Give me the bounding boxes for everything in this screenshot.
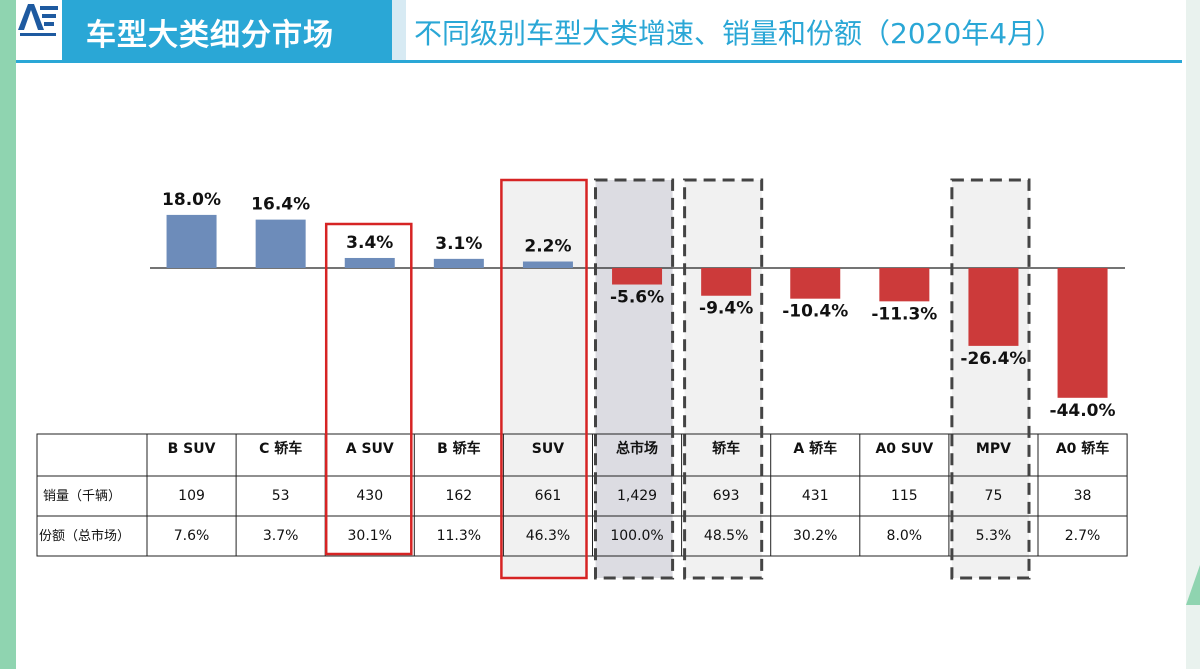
bar-7 [701, 268, 752, 296]
logo-icon [16, 0, 60, 40]
highlight-dashed-frame-1 [594, 178, 675, 580]
table-border [36, 433, 1128, 557]
sales-cell-7: 693 [713, 488, 740, 504]
sales-cell-6: 1,429 [617, 488, 657, 504]
highlight-total-market-bg [595, 180, 673, 578]
data-label-11: -44.0% [1050, 401, 1116, 421]
bar-9 [879, 268, 930, 302]
right-decor-accent [1186, 565, 1200, 605]
bar-4 [433, 258, 484, 268]
category-label-11: A0 轿车 [1056, 440, 1109, 457]
highlight-light-bg [684, 180, 762, 578]
share-cell-10: 5.3% [976, 528, 1012, 544]
share-cell-7: 48.5% [704, 528, 748, 544]
bar-5 [522, 261, 573, 268]
data-label-4: 3.1% [435, 234, 482, 254]
share-cell-5: 46.3% [526, 528, 570, 544]
data-label-2: 16.4% [251, 195, 310, 215]
row-label-sales: 销量（千辆） [43, 489, 121, 504]
bar-3 [344, 257, 395, 268]
sales-cell-3: 430 [356, 488, 383, 504]
left-decor-strip [0, 0, 16, 669]
share-cell-8: 30.2% [793, 528, 837, 544]
sales-cell-9: 115 [891, 488, 918, 504]
bar-1 [166, 214, 217, 268]
share-cell-2: 3.7% [263, 528, 299, 544]
right-decor-strip [1186, 0, 1200, 669]
category-label-7: 轿车 [712, 440, 740, 457]
share-cell-1: 7.6% [174, 528, 210, 544]
category-label-9: A0 SUV [875, 441, 933, 457]
row-label-share: 份额（总市场） [39, 528, 130, 544]
highlight-light-bg [951, 180, 1029, 578]
data-label-7: -9.4% [699, 299, 753, 319]
bar-10 [968, 268, 1019, 346]
data-label-3: 3.4% [346, 233, 393, 253]
bar-2 [255, 219, 306, 268]
title-rule [16, 60, 1182, 63]
share-cell-3: 30.1% [348, 528, 392, 544]
category-label-10: MPV [976, 441, 1011, 457]
page-subtitle: 不同级别车型大类增速、销量和份额（2020年4月） [414, 17, 1064, 50]
highlight-a-suv-frame [324, 222, 413, 556]
category-label-5: SUV [532, 441, 564, 457]
bar-6 [612, 268, 663, 285]
highlight-suv-bg [501, 180, 587, 578]
category-label-3: A SUV [346, 441, 394, 457]
share-cell-6: 100.0% [610, 528, 663, 544]
share-cell-9: 8.0% [887, 528, 923, 544]
sales-cell-1: 109 [178, 488, 205, 504]
sales-cell-11: 38 [1074, 488, 1092, 504]
data-label-5: 2.2% [524, 237, 571, 257]
title-tab: 车型大类细分市场 [62, 0, 402, 60]
bar-11 [1057, 268, 1108, 398]
sales-cell-5: 661 [535, 488, 562, 504]
data-label-1: 18.0% [162, 190, 221, 210]
share-cell-4: 11.3% [437, 528, 481, 544]
highlight-suv-frame [500, 178, 588, 580]
sales-cell-2: 53 [272, 488, 290, 504]
title-tab-shadow [392, 0, 406, 60]
category-label-2: C 轿车 [259, 440, 302, 457]
data-label-10: -26.4% [960, 349, 1026, 369]
sales-cell-8: 431 [802, 488, 829, 504]
category-label-4: B 轿车 [437, 440, 481, 457]
data-label-9: -11.3% [871, 304, 937, 324]
bar-8 [790, 268, 841, 299]
sales-cell-10: 75 [985, 488, 1003, 504]
highlight-dashed-frame-2 [683, 178, 764, 580]
highlight-dashed-frame-3 [950, 178, 1031, 580]
category-label-1: B SUV [168, 441, 216, 457]
share-cell-11: 2.7% [1065, 528, 1101, 544]
data-table: B SUV 109 7.6% C 轿车 53 3.7% A SUV 430 30.1% B 轿车 1… [36, 433, 1128, 557]
data-label-6: -5.6% [610, 288, 664, 308]
sales-cell-4: 162 [445, 488, 472, 504]
page-title: 车型大类细分市场 [86, 18, 334, 53]
category-label-6: 总市场 [616, 440, 658, 457]
data-label-8: -10.4% [782, 302, 848, 322]
category-label-8: A 轿车 [793, 440, 837, 457]
